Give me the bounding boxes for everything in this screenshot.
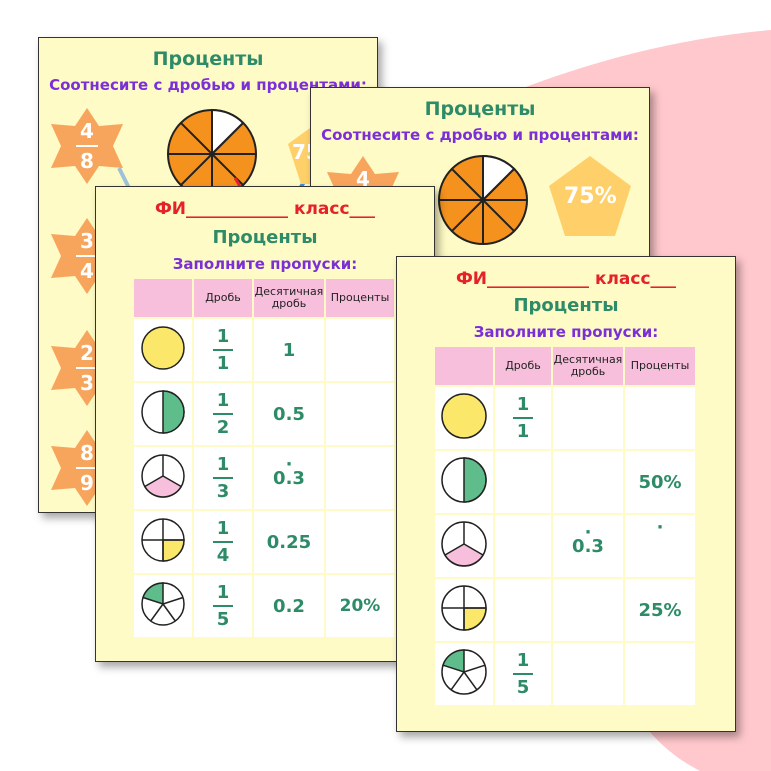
percent-value: · (656, 517, 664, 538)
percent-value: 20% (339, 596, 381, 616)
fifth-circle-icon (141, 582, 185, 626)
table-row: 25% (433, 577, 697, 643)
card-numerator: 4 (356, 167, 370, 191)
percent-value: 25% (638, 599, 682, 621)
header-fraction: Дробь (493, 345, 553, 387)
fraction-numerator: 1 (516, 394, 530, 415)
header-decimal: Десятичная дробь (252, 277, 326, 319)
fraction-denominator: 4 (216, 545, 230, 566)
fraction-star-card: 4 8 (47, 106, 127, 186)
page-title: Проценты (513, 295, 619, 316)
card-numerator: 3 (80, 229, 94, 253)
card-numerator: 8 (80, 441, 94, 465)
decimal-value: 0.2 (273, 595, 305, 617)
fraction-denominator: 1 (516, 421, 530, 442)
decimal-value: 0.3 (572, 536, 604, 557)
half-circle-icon (141, 390, 185, 434)
header-decimal: Десятичная дробь (551, 345, 625, 387)
decimal-value: 1 (282, 339, 296, 361)
fraction-denominator: 1 (216, 353, 230, 374)
whole-circle-icon (141, 326, 185, 370)
table-row: 1 5 0.2 20% (132, 573, 396, 639)
page-title: Проценты (152, 48, 264, 70)
student-name-line: ФИ____________ класс___ (154, 199, 376, 219)
card-denominator: 9 (80, 471, 94, 495)
card-denominator: 3 (80, 371, 94, 395)
pie-eighths-icon (438, 154, 528, 245)
page-subtitle: Соотнесите с дробью и процентами: (321, 126, 639, 144)
table-row: 1 4 0.25 (132, 509, 396, 575)
decimal-value: 0.3 (273, 468, 305, 489)
page-title: Проценты (424, 98, 536, 120)
fraction-numerator: 1 (216, 518, 230, 539)
header-picture (132, 277, 194, 319)
whole-circle-icon (441, 393, 487, 439)
fraction-denominator: 5 (216, 609, 230, 630)
quarter-circle-icon (441, 585, 487, 631)
page-subtitle: Заполните пропуски: (473, 323, 659, 341)
fraction-numerator: 1 (216, 326, 230, 347)
table-row: 0.3 · (433, 513, 697, 579)
card-numerator: 2 (80, 341, 94, 365)
card-numerator: 4 (80, 119, 94, 143)
header-picture (433, 345, 495, 387)
fraction-numerator: 1 (516, 650, 530, 671)
fraction-numerator: 1 (216, 390, 230, 411)
table-row: 1 3 0.3 (132, 445, 396, 511)
worksheet-mid-left: ФИ____________ класс___ Проценты Заполни… (95, 186, 435, 662)
fraction-denominator: 3 (216, 481, 230, 502)
header-percent: Проценты (623, 345, 697, 387)
card-denominator: 4 (80, 259, 94, 283)
fraction-numerator: 1 (216, 454, 230, 475)
decimal-value: 0.25 (266, 531, 312, 553)
page-subtitle: Заполните пропуски: (172, 255, 358, 273)
page-subtitle: Соотнесите с дробью и процентами: (49, 76, 367, 94)
half-circle-icon (441, 457, 487, 503)
third-circle-icon (141, 454, 185, 498)
card-denominator: 8 (80, 149, 94, 173)
header-percent: Проценты (324, 277, 396, 319)
third-circle-icon (441, 521, 487, 567)
student-name-line: ФИ____________ класс___ (455, 269, 677, 289)
header-fraction: Дробь (192, 277, 254, 319)
fifth-circle-icon (441, 649, 487, 695)
decimal-value: 0.5 (273, 403, 305, 425)
fraction-numerator: 1 (216, 582, 230, 603)
table-row: 50% (433, 449, 697, 515)
table-row: 1 1 1 (132, 317, 396, 383)
worksheet-front: ФИ____________ класс___ Проценты Заполни… (396, 256, 736, 732)
quarter-circle-icon (141, 518, 185, 562)
pie-eighths-icon (167, 108, 257, 199)
fill-table: Дробь Десятичная дробь Проценты 1 1 1 1 2 … (132, 277, 396, 639)
table-row: 1 2 0.5 (132, 381, 396, 447)
percent-pentagon: 75% (547, 154, 633, 240)
percent-value: 50% (638, 471, 682, 493)
fraction-denominator: 2 (216, 417, 230, 438)
pentagon-label: 75% (564, 184, 617, 209)
fill-table: Дробь Десятичная дробь Проценты 11 50% 0… (433, 345, 697, 707)
page-title: Проценты (212, 227, 318, 248)
fraction-denominator: 5 (516, 677, 530, 698)
